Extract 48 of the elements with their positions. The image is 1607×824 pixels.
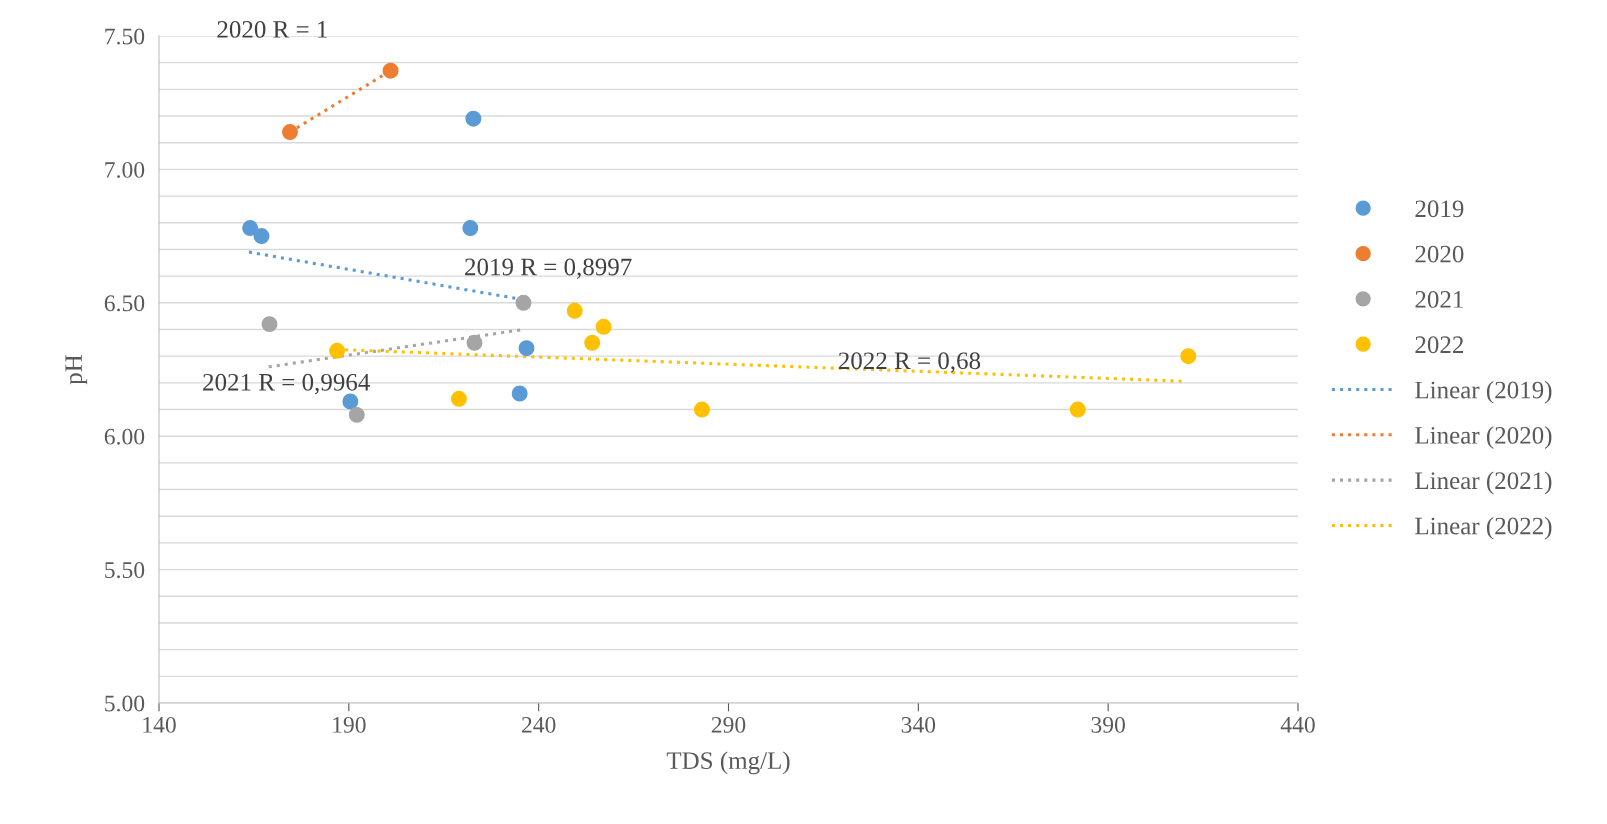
- point: [566, 302, 583, 319]
- legend-label: Linear (2019): [1415, 380, 1552, 404]
- point: [382, 62, 399, 79]
- legend-label: 2021: [1415, 290, 1463, 308]
- point: [465, 110, 482, 127]
- point: [348, 406, 365, 423]
- y-tick-label: 6.00: [104, 428, 145, 445]
- point: [1069, 401, 1086, 418]
- point: [242, 220, 259, 237]
- point: [515, 294, 532, 311]
- x-tick-label: 390: [1091, 716, 1125, 733]
- point: [595, 318, 612, 335]
- point: [693, 401, 710, 418]
- annotation: 2019 R = 0,8997: [465, 258, 632, 279]
- point: [1180, 348, 1197, 365]
- point: [584, 334, 601, 351]
- x-tick-label: 290: [711, 716, 746, 733]
- point: [511, 385, 528, 402]
- point: [450, 390, 467, 407]
- y-tick-label: 7.00: [105, 161, 145, 178]
- x-tick-label: 140: [143, 716, 176, 733]
- x-tick-label: 440: [1280, 716, 1315, 733]
- point: [518, 340, 535, 357]
- x-tick-label: 340: [901, 716, 936, 733]
- legend-label: 2020: [1415, 245, 1464, 263]
- y-tick-label: 6.50: [104, 295, 145, 312]
- legend-label: 2019: [1415, 200, 1464, 218]
- legend-label: Linear (2021): [1415, 471, 1552, 495]
- y-axis-title: pH: [65, 354, 88, 385]
- legend-label: Linear (2020): [1415, 426, 1552, 449]
- y-tick-label: 7.50: [105, 28, 145, 45]
- point: [342, 393, 359, 410]
- point: [253, 228, 270, 245]
- x-tick-label: 190: [333, 716, 366, 733]
- point: [261, 316, 278, 333]
- annotation: 2021 R = 0,9964: [203, 373, 370, 395]
- legend-label: Linear (2022): [1415, 516, 1552, 540]
- point: [466, 334, 483, 351]
- legend-label: 2022: [1415, 336, 1464, 354]
- point: [282, 124, 298, 141]
- annotation: 2020 R = 1: [217, 20, 327, 38]
- annotation: 2022 R = 0,68: [838, 352, 981, 373]
- x-tick-label: 240: [521, 716, 556, 733]
- y-tick-label: 5.50: [105, 562, 145, 579]
- point: [329, 342, 346, 359]
- point: [462, 220, 479, 237]
- x-axis-title: TDS (mg/L): [666, 751, 790, 775]
- y-tick-label: 5.00: [105, 695, 145, 712]
